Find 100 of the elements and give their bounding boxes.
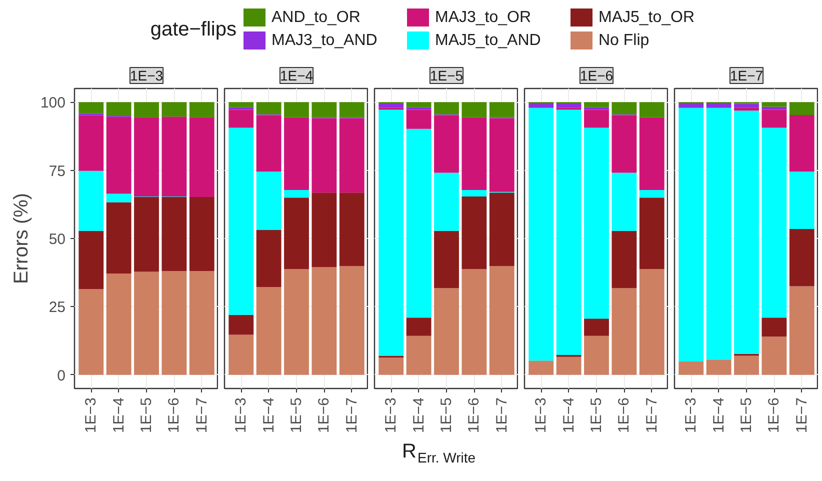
bar [339, 192, 364, 266]
bar [312, 192, 337, 268]
legend-label: MAJ5_to_AND [435, 32, 541, 49]
bar [312, 267, 337, 375]
bar [284, 102, 309, 118]
bar [78, 288, 104, 375]
x-tick-label: 1E−6 [166, 397, 183, 433]
chart-title: 1E−5 [430, 68, 464, 84]
bar [406, 318, 432, 336]
bar [528, 102, 554, 108]
bar [228, 128, 254, 315]
bar [256, 230, 282, 288]
bar [789, 172, 814, 229]
bar [434, 230, 459, 288]
legend-title: gate−flips [150, 18, 236, 40]
bar [162, 197, 187, 271]
bar [734, 108, 759, 111]
bar [189, 117, 214, 198]
bar [639, 102, 664, 118]
x-tick-label: 1E−6 [316, 397, 333, 433]
bar [706, 108, 732, 360]
bar [189, 197, 214, 271]
bar [762, 106, 787, 110]
bar [762, 318, 787, 337]
x-tick-label: 1E−4 [260, 397, 278, 433]
legend-label: No Flip [598, 32, 650, 49]
chart-title: 1E−7 [730, 68, 764, 84]
bar [556, 104, 582, 108]
bar [639, 198, 664, 270]
bar [734, 110, 759, 354]
bar [612, 102, 637, 114]
bar [556, 110, 582, 355]
bar [584, 102, 609, 108]
bar [462, 190, 487, 196]
bar [78, 230, 104, 289]
bar [189, 270, 214, 375]
bar [162, 270, 187, 375]
bar [762, 128, 787, 318]
x-tick-label: 1E−3 [82, 397, 100, 433]
bar [462, 196, 487, 270]
bar [734, 104, 759, 108]
bar [678, 108, 704, 362]
bar [339, 102, 364, 118]
bar [789, 228, 814, 286]
bar [312, 118, 337, 193]
bar [639, 190, 664, 198]
x-tick-label: 1E−7 [493, 397, 510, 433]
bar [462, 102, 487, 118]
bar [406, 102, 432, 108]
bar [228, 314, 254, 335]
bar [612, 172, 637, 231]
bar [228, 102, 254, 108]
bar [528, 360, 554, 375]
bar [584, 128, 609, 319]
bar [134, 117, 159, 196]
bar [789, 102, 814, 115]
bar [406, 110, 432, 129]
bar [678, 362, 704, 375]
legend-label: AND_to_OR [272, 9, 360, 26]
legend-label: MAJ3_to_AND [272, 32, 378, 49]
bar [312, 102, 337, 118]
bar [378, 110, 404, 356]
bar [284, 269, 309, 375]
y-tick-label: 0 [57, 367, 66, 384]
bar [256, 115, 282, 172]
bar [434, 102, 459, 114]
bar [528, 108, 554, 361]
bar [339, 266, 364, 375]
x-tick-label: 1E−4 [410, 397, 428, 433]
x-tick-label: 1E−6 [616, 397, 633, 433]
bar [162, 102, 187, 117]
bar [189, 102, 214, 118]
chart-title: 1E−6 [580, 68, 614, 84]
bar [789, 286, 814, 375]
bar [762, 102, 787, 107]
bar [106, 202, 132, 274]
y-tick-label: 75 [48, 162, 66, 180]
bar [256, 287, 282, 375]
x-tick-label: 1E−5 [138, 397, 155, 433]
bar [134, 197, 159, 272]
y-tick-label: 50 [48, 231, 66, 248]
bar [78, 102, 104, 114]
x-tick-label: 1E−5 [738, 397, 755, 433]
x-tick-label: 1E−3 [532, 397, 550, 433]
bar [639, 117, 664, 190]
x-tick-label: 1E−3 [682, 397, 700, 433]
bar [556, 356, 582, 375]
x-tick-label: 1E−3 [382, 397, 400, 433]
bar [584, 318, 609, 336]
bar [162, 116, 187, 196]
bar [489, 192, 514, 266]
bar [406, 128, 432, 318]
bar [584, 110, 609, 128]
bar [706, 102, 732, 108]
bar [284, 198, 309, 270]
bar [106, 116, 132, 194]
x-tick-label: 1E−5 [438, 397, 455, 433]
x-tick-label: 1E−7 [643, 397, 660, 433]
bar [789, 114, 814, 172]
x-tick-label: 1E−4 [710, 397, 728, 433]
